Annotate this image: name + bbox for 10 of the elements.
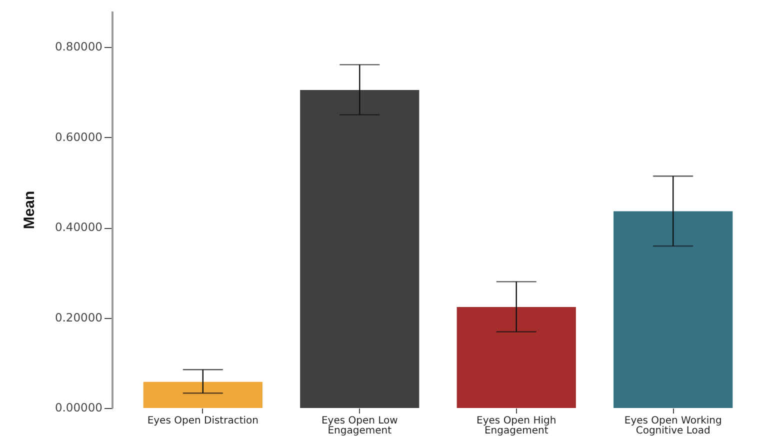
y-tick-label: 0.20000 [54, 310, 102, 324]
x-tick-label: Eyes Open Distraction [147, 416, 258, 426]
x-tick-label: Eyes Open Working Cognitive Load [624, 416, 722, 436]
x-tick-label: Eyes Open Low Engagement [321, 416, 398, 436]
x-tick-label: Eyes Open High Engagement [476, 416, 556, 436]
y-axis-title: Mean [20, 190, 38, 230]
y-tick-label: 0.60000 [54, 130, 102, 144]
y-tick-label: 0.00000 [54, 400, 102, 414]
y-tick-label: 0.40000 [54, 220, 102, 234]
y-tick-label: 0.80000 [54, 40, 102, 54]
